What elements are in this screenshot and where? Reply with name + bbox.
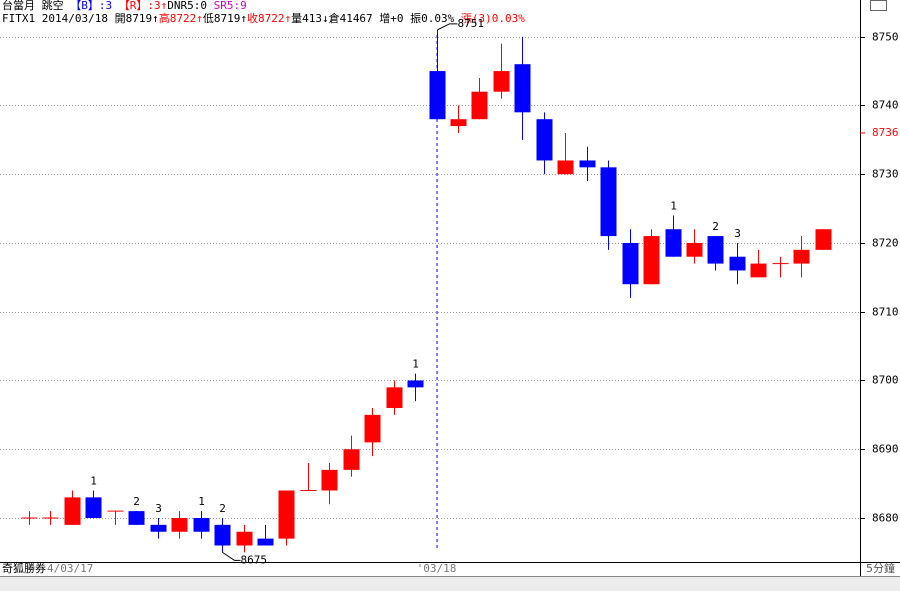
period: 5分鐘 <box>866 561 895 575</box>
candle-body <box>665 229 682 257</box>
candle-body <box>536 119 553 161</box>
header-segment: 高8722↑ <box>159 11 203 25</box>
header-segment: SR5:9 <box>214 0 247 12</box>
y-tick-label: 8730 <box>872 168 899 181</box>
candle-body <box>579 160 596 168</box>
header-segment: 台當月 跳空 <box>2 0 70 12</box>
y-tick-label: 8750 <box>872 31 899 44</box>
header-segment: DNR5:0 <box>167 0 213 12</box>
candle-body <box>171 517 188 532</box>
header-segment: FITX1 2014/03/18 開8719↑ <box>2 12 159 25</box>
high-label: 8751 <box>458 17 485 30</box>
y-tick-label: 8740 <box>872 99 899 112</box>
window-button[interactable] <box>870 0 887 11</box>
header-segment: 低8719↑ <box>203 12 247 25</box>
candle-body <box>514 64 531 113</box>
candle-body <box>493 71 510 92</box>
candle-label: 1 <box>670 199 677 212</box>
candle-body <box>622 242 639 285</box>
header-line: FITX1 2014/03/18 開8719↑高8722↑低8719↑收8722… <box>2 11 525 25</box>
candle-body <box>193 517 210 532</box>
candle-body <box>557 160 574 175</box>
candle-body <box>64 497 81 525</box>
candle-body <box>85 497 102 518</box>
y-tick-label: 8710 <box>872 306 899 319</box>
candle-body <box>471 91 488 120</box>
candle-body <box>343 449 360 470</box>
candle-body <box>429 71 446 120</box>
candle-label: 1 <box>90 474 97 487</box>
candle-body <box>278 490 295 539</box>
header-segment: 量413↓倉41467 增+0 振0.03% <box>291 11 461 25</box>
header-segment: 【R】:3↑ <box>112 0 167 12</box>
header-line: 台當月 跳空 【B】:3 【R】:3↑DNR5:0 SR5:9 <box>2 0 247 12</box>
candle-body <box>729 256 746 271</box>
status-strip <box>0 577 900 591</box>
candle-body <box>643 236 660 285</box>
candle-label: 2 <box>712 220 719 233</box>
candle-body <box>236 531 253 546</box>
low-label: 8675 <box>241 553 268 566</box>
candle-body <box>793 249 810 264</box>
candle-label: 3 <box>155 502 162 515</box>
candle-label: 2 <box>219 502 226 515</box>
candle-body <box>321 469 338 491</box>
candle-label: 1 <box>198 495 205 508</box>
y-tick-label: 8700 <box>872 374 899 387</box>
candle-body <box>214 524 231 546</box>
header-segment: 收8722↑ <box>247 11 291 25</box>
candle-body <box>686 242 703 257</box>
header-segment: 【B】:3 <box>70 0 112 12</box>
y-tick-label: 8720 <box>872 237 899 250</box>
high-pointer <box>437 23 458 31</box>
candle-label: 1 <box>412 358 419 371</box>
x-tick-label: '03/18 <box>417 562 457 575</box>
candle-body <box>128 511 145 525</box>
brand: 奇狐勝券 <box>2 561 46 575</box>
candle-body <box>815 229 832 250</box>
candle-label: 2 <box>133 495 140 508</box>
candle-body <box>150 524 167 532</box>
candle-body <box>407 380 424 388</box>
x-tick-label: 4/03/17 <box>47 562 93 575</box>
header-segment: 漲(3)0.03% <box>461 12 525 25</box>
candle-body <box>450 119 467 127</box>
y-tick-label: 8690 <box>872 443 899 456</box>
candle-body <box>364 414 381 443</box>
candle-label: 3 <box>734 227 741 240</box>
price-marker-label: 8736 <box>872 126 899 139</box>
candle-body <box>257 538 274 546</box>
candle-body <box>707 236 724 264</box>
candle-body <box>386 387 403 408</box>
y-tick-label: 8680 <box>872 512 899 525</box>
low-pointer <box>222 551 241 561</box>
candle-body <box>750 263 767 278</box>
candle-body <box>600 167 617 237</box>
